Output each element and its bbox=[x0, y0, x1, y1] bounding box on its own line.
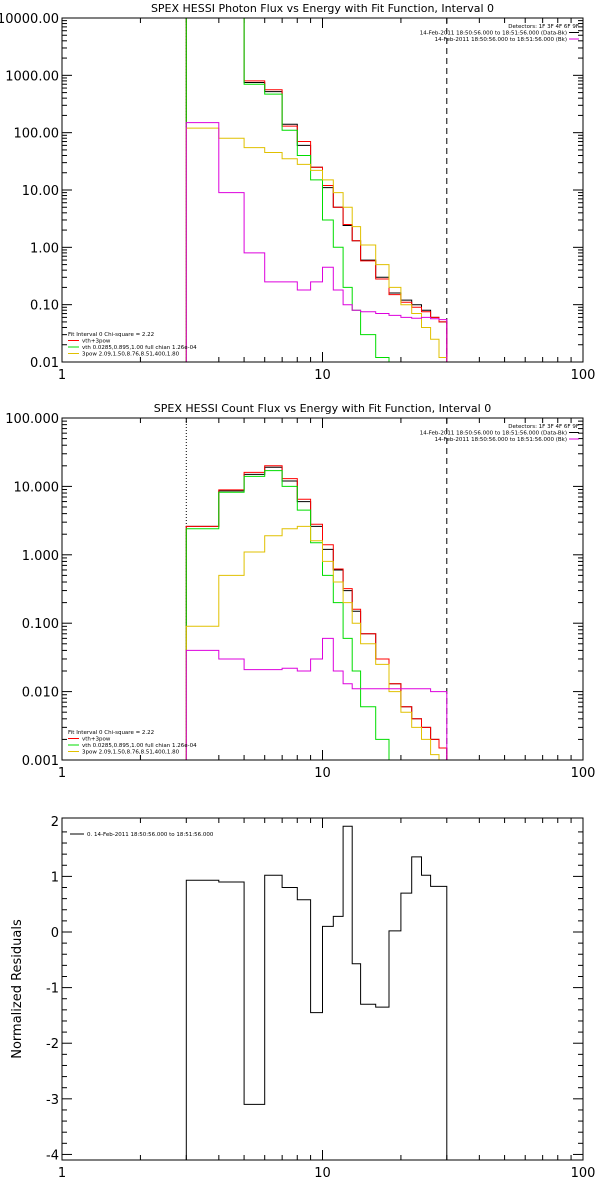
y-tick-label: 10.000 bbox=[14, 480, 60, 495]
x-tick-label: 100 bbox=[571, 1166, 596, 1181]
y-tick-label: -3 bbox=[46, 1093, 59, 1108]
series-line-2 bbox=[185, 18, 448, 362]
y-tick-label: 100.00 bbox=[14, 127, 60, 142]
series-line-3 bbox=[185, 470, 402, 760]
legend-entry: Detectors: 1F 3F 4F 6F 9F bbox=[508, 424, 579, 430]
y-tick-label: 2 bbox=[51, 815, 59, 830]
x-tick-label: 100 bbox=[571, 766, 596, 781]
chart-panel-3: Normalized Residuals 1 10 100 -4 -3 -2 -1 0 1 2 0. … bbox=[10, 815, 595, 1181]
y-tick-label: 1 bbox=[51, 870, 59, 885]
y-tick-label: 0.100 bbox=[22, 617, 59, 632]
y-tick-label: 1.000 bbox=[22, 549, 59, 564]
legend-entry: 14-Feb-2011 18:50:56.000 to 18:51:56.000… bbox=[435, 37, 567, 43]
chart-title: SPEX HESSI Photon Flux vs Energy with Fi… bbox=[151, 2, 494, 15]
y-tick-label: 0.10 bbox=[30, 299, 59, 314]
plot-frame bbox=[61, 817, 584, 1161]
series-line-1 bbox=[185, 825, 448, 1160]
y-tick-label: 1.00 bbox=[30, 241, 59, 256]
y-tick-label: 0.010 bbox=[22, 686, 59, 701]
x-tick-label: 10 bbox=[314, 368, 331, 383]
y-tick-label: 0.01 bbox=[30, 356, 59, 371]
series-line-4 bbox=[185, 525, 440, 760]
legend-entry: Fit Interval 0 Chi-square = 2.22 bbox=[68, 730, 154, 736]
series-line-4 bbox=[185, 127, 448, 362]
y-tick-label: -4 bbox=[46, 1148, 59, 1163]
series-line-1 bbox=[185, 18, 448, 362]
y-tick-label: 0 bbox=[51, 926, 59, 941]
legend-entry: vth 0.0285,0.895,1.00 full chian 1.26e-0… bbox=[82, 743, 197, 749]
legend-entry: 14-Feb-2011 18:50:56.000 to 18:51:56.000… bbox=[420, 431, 567, 437]
legend-entry: 0. 14-Feb-2011 18:50:56.000 to 18:51:56.… bbox=[87, 832, 214, 838]
x-tick-label: 1 bbox=[58, 1166, 66, 1181]
legend-entry: 3pow 2.09,1.50,8.76,8.51,400,1.80 bbox=[82, 352, 180, 358]
legend-entry: vth 0.0285,0.895,1.00 full chian 1.26e-0… bbox=[82, 345, 197, 351]
legend-entry: Fit Interval 0 Chi-square = 2.22 bbox=[68, 332, 154, 338]
chart-panel-1: SPEX HESSI Photon Flux vs Energy with Fi… bbox=[0, 2, 595, 383]
x-tick-label: 10 bbox=[314, 766, 331, 781]
series-line-5 bbox=[185, 122, 448, 362]
series-line-1 bbox=[185, 466, 448, 760]
series-group bbox=[185, 465, 448, 760]
chart-title: SPEX HESSI Count Flux vs Energy with Fit… bbox=[154, 402, 491, 415]
y-tick-label: -1 bbox=[46, 982, 59, 997]
y-tick-label: 10000.00 bbox=[0, 12, 59, 27]
y-tick-label: -2 bbox=[46, 1037, 59, 1052]
legend-entry: 3pow 2.09,1.50,8.76,8.51,400,1.80 bbox=[82, 750, 180, 756]
series-line-5 bbox=[185, 637, 448, 760]
legend-entry: vth+3pow bbox=[82, 339, 111, 345]
y-tick-label: 0.001 bbox=[22, 754, 59, 769]
x-tick-label: 1 bbox=[58, 766, 66, 781]
plot-frame bbox=[61, 417, 584, 761]
y-tick-label: 1000.00 bbox=[5, 69, 59, 84]
x-tick-label: 10 bbox=[314, 1166, 331, 1181]
series-line-3 bbox=[185, 18, 390, 362]
y-axis-label: Normalized Residuals bbox=[10, 919, 25, 1059]
plot-frame bbox=[61, 17, 584, 363]
y-tick-label: 10.00 bbox=[22, 184, 59, 199]
chart-panel-2: SPEX HESSI Count Flux vs Energy with Fit… bbox=[5, 402, 595, 781]
legend-entry: 14-Feb-2011 18:50:56.000 to 18:51:56.000… bbox=[435, 437, 567, 443]
legend-entry: Detectors: 1F 3F 4F 6F 9F bbox=[508, 24, 579, 30]
legend-entry: 14-Feb-2011 18:50:56.000 to 18:51:56.000… bbox=[420, 31, 567, 37]
x-tick-label: 1 bbox=[58, 368, 66, 383]
series-line-2 bbox=[185, 465, 448, 760]
legend-entry: vth+3pow bbox=[82, 737, 111, 743]
y-tick-label: 100.000 bbox=[5, 412, 59, 427]
series-group bbox=[185, 18, 448, 362]
series-group bbox=[185, 825, 448, 1160]
x-tick-label: 100 bbox=[571, 368, 596, 383]
